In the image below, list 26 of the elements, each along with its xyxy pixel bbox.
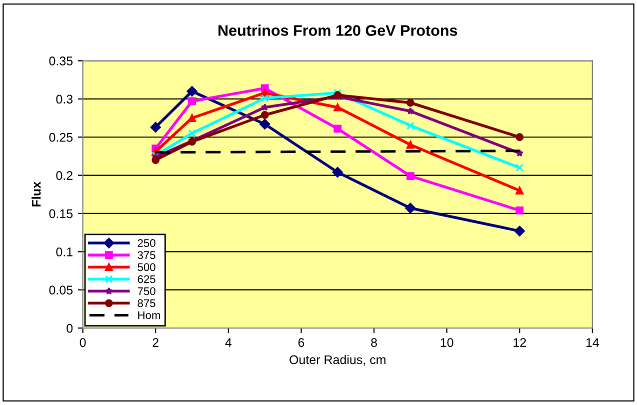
y-tick-label: 0.15: [49, 209, 73, 218]
x-axis-title: Outer Radius, cm: [290, 354, 386, 366]
chart-title: Neutrinos From 120 GeV Protons: [218, 24, 458, 36]
y-tick-label: 0.3: [56, 94, 73, 104]
legend-label: 500: [138, 263, 156, 272]
x-tick-label: 4: [225, 338, 232, 347]
y-axis-title: Flux: [32, 182, 41, 206]
legend-label: Hom: [138, 311, 160, 320]
legend-label: 875: [138, 299, 156, 308]
x-tick-label: 2: [152, 338, 158, 347]
x-tick-label: 12: [514, 338, 526, 347]
legend-label: 250: [138, 239, 156, 248]
y-tick-label: 0.35: [49, 56, 73, 66]
legend-label: 375: [138, 251, 156, 260]
x-tick-label: 14: [586, 338, 599, 347]
legend-label: 750: [138, 287, 156, 296]
y-tick-label: 0.05: [49, 286, 73, 295]
x-tick-label: 6: [298, 338, 304, 347]
legend-label: 625: [138, 275, 156, 284]
y-tick-label: 0: [66, 324, 73, 333]
x-tick-label: 10: [440, 338, 454, 347]
y-tick-label: 0.25: [49, 132, 73, 142]
y-tick-label: 0.1: [56, 247, 72, 256]
y-tick-label: 0.2: [56, 171, 72, 180]
x-tick-label: 8: [371, 338, 377, 347]
x-tick-label: 0: [80, 338, 86, 347]
